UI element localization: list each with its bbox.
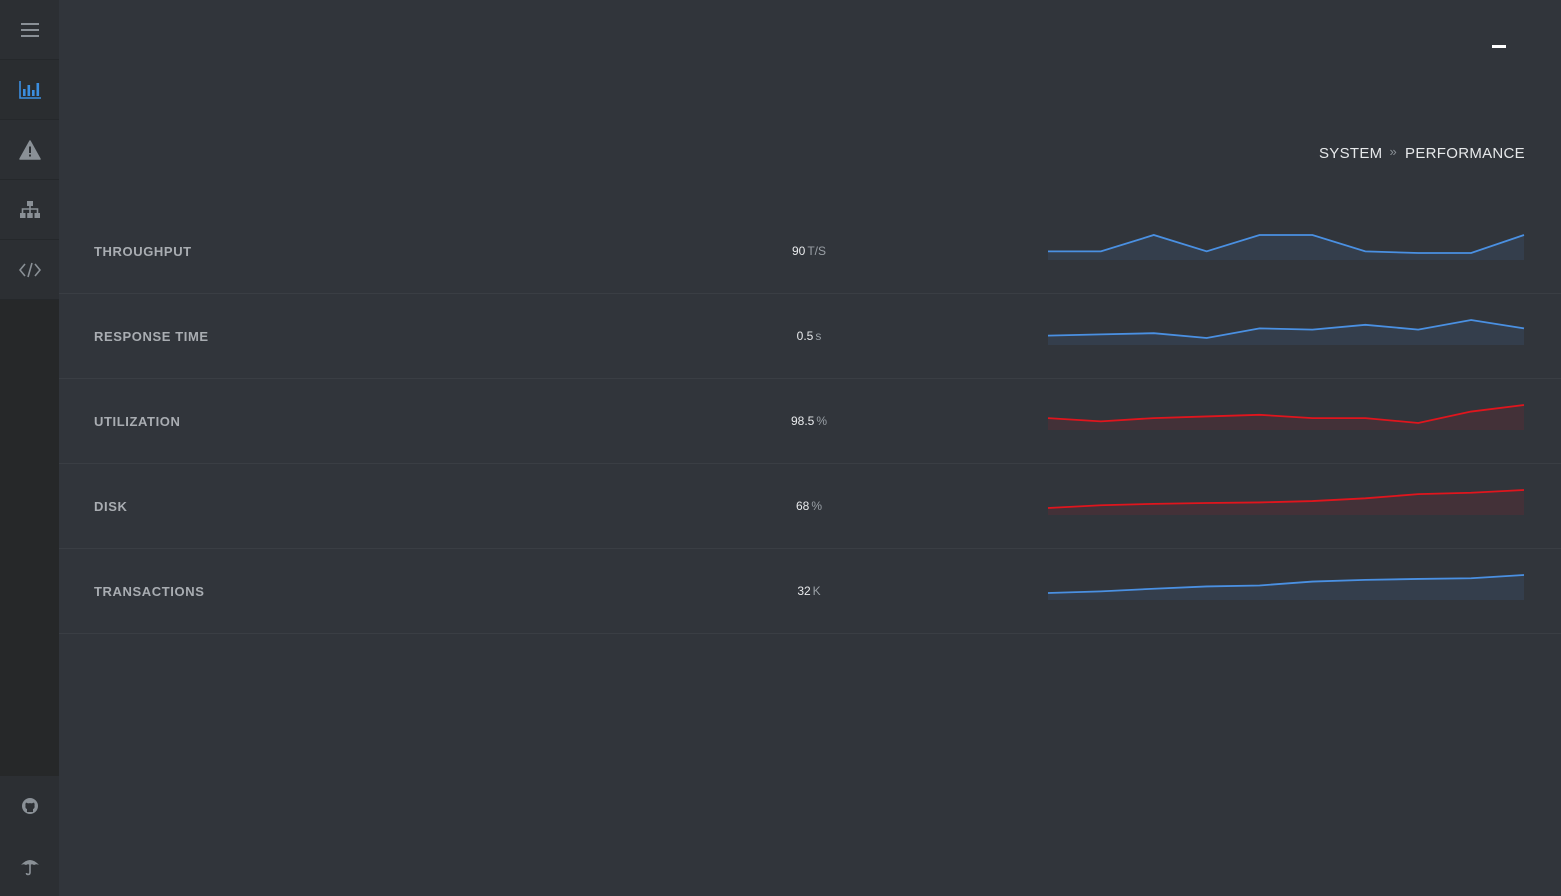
sparkline-line	[1047, 489, 1525, 509]
metric-row-throughput[interactable]: THROUGHPUT 90 T/S	[59, 209, 1561, 294]
metric-row-disk[interactable]: DISK 68%	[59, 464, 1561, 549]
metric-value: 68%	[759, 499, 859, 513]
metric-value: 32 K	[759, 584, 859, 598]
nav-menu-toggle[interactable]	[0, 0, 59, 60]
sparkline-line	[1047, 319, 1525, 339]
sitemap-icon	[19, 200, 40, 218]
hamburger-menu-icon	[20, 22, 39, 37]
sparkline-line	[1047, 404, 1525, 424]
nav-item-code[interactable]	[0, 240, 59, 300]
main-panel: SYSTEM » PERFORMANCE THROUGHPUT 90 T/S RE…	[59, 0, 1561, 896]
metric-value-number: 98.5	[790, 414, 815, 428]
sidebar-bottom	[0, 776, 59, 896]
breadcrumb-separator-icon: »	[1389, 144, 1398, 159]
nav-item-performance[interactable]	[0, 60, 59, 120]
sparkline-area	[1048, 320, 1524, 345]
metric-label: RESPONSE TIME	[94, 329, 209, 344]
minimize-button[interactable]	[1492, 45, 1506, 48]
sparkline-area	[1048, 575, 1524, 600]
metric-value: 0.5 s	[759, 329, 859, 343]
sparkline-line	[1047, 574, 1525, 594]
metric-unit: K	[812, 584, 821, 598]
breadcrumb-parent[interactable]: SYSTEM	[1319, 145, 1383, 162]
umbrella-icon	[20, 860, 39, 876]
metric-row-transactions[interactable]: TRANSACTIONS 32 K	[59, 549, 1561, 634]
metric-value-number: 90	[791, 244, 806, 258]
nav-item-github[interactable]	[0, 776, 59, 836]
sparkline-line	[1048, 234, 1525, 254]
nav-item-umbrella[interactable]	[0, 836, 59, 896]
metric-value: 90 T/S	[759, 244, 859, 258]
metric-unit: %	[811, 499, 823, 513]
code-icon	[18, 262, 41, 277]
metric-unit: s	[815, 329, 822, 343]
sparkline-chart	[1047, 574, 1525, 600]
sparkline-area	[1048, 235, 1524, 260]
breadcrumb-current: PERFORMANCE	[1405, 145, 1525, 162]
bar-chart-icon	[18, 80, 41, 99]
metric-unit: %	[816, 414, 828, 428]
metric-value-number: 32	[797, 584, 811, 598]
metric-value-number: 0.5	[796, 329, 814, 343]
metric-label: UTILIZATION	[94, 414, 181, 429]
sparkline-chart	[1047, 489, 1525, 515]
metric-label: THROUGHPUT	[94, 244, 192, 259]
nav-item-topology[interactable]	[0, 180, 59, 240]
warning-icon	[18, 139, 41, 160]
breadcrumb: SYSTEM » PERFORMANCE	[1319, 144, 1525, 162]
metrics-list: THROUGHPUT 90 T/S RESPONSE TIME 0.5 s UTIL…	[59, 209, 1561, 634]
nav-item-alerts[interactable]	[0, 120, 59, 180]
metric-value: 98.5%	[759, 414, 859, 428]
sparkline-chart	[1048, 234, 1525, 260]
sparkline-chart	[1047, 404, 1525, 430]
sidebar	[0, 0, 59, 896]
sparkline-chart	[1047, 319, 1525, 345]
metric-row-response-time[interactable]: RESPONSE TIME 0.5 s	[59, 294, 1561, 379]
metric-label: DISK	[94, 499, 128, 514]
metric-value-number: 68	[795, 499, 810, 513]
github-icon	[21, 798, 38, 814]
metric-row-utilization[interactable]: UTILIZATION 98.5%	[59, 379, 1561, 464]
sparkline-area	[1048, 405, 1524, 430]
metric-label: TRANSACTIONS	[94, 584, 205, 599]
metric-unit: T/S	[807, 244, 827, 258]
